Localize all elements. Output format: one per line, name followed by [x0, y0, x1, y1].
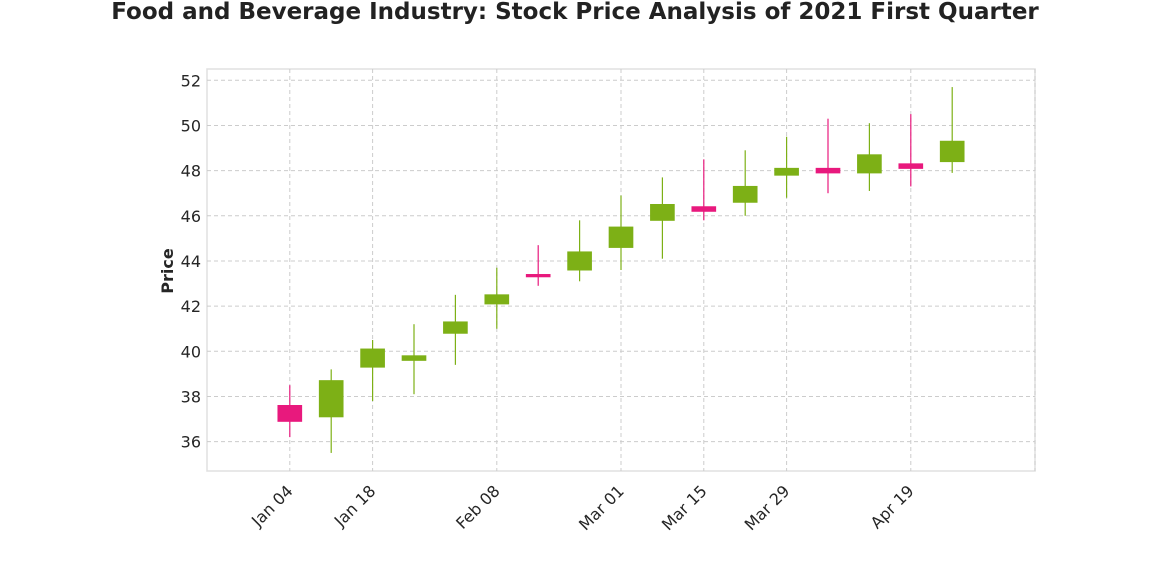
candle-body-up — [774, 167, 799, 176]
candle-body-down — [815, 167, 841, 174]
y-tick-labels: 36 38 40 42 44 46 48 50 52 — [181, 71, 201, 451]
y-tick-label: 38 — [181, 387, 201, 406]
candle-body-up — [608, 226, 634, 248]
candle-body-up — [857, 154, 882, 174]
candle-body-up — [567, 251, 592, 271]
x-tick-label: Feb 08 — [452, 481, 503, 532]
y-tick-label: 50 — [181, 116, 201, 135]
x-tick-label: Apr 19 — [867, 481, 918, 532]
x-tick-label: Mar 01 — [575, 481, 628, 534]
chart-title: Food and Beverage Industry: Stock Price … — [111, 0, 1039, 25]
candle-body-down — [898, 163, 924, 169]
x-tick-label: Jan 04 — [247, 481, 297, 531]
candle-body-up — [318, 380, 344, 418]
x-tick-label: Mar 29 — [741, 481, 794, 534]
y-tick-label: 52 — [181, 71, 201, 90]
y-tick-label: 40 — [181, 342, 201, 361]
candle-body-up — [650, 204, 675, 221]
candle-body-up — [732, 185, 758, 203]
candle-body-up — [484, 294, 510, 305]
candles — [277, 87, 965, 453]
candle-body-up — [443, 321, 468, 334]
x-tick-labels: Jan 04 Jan 18 Feb 08 Mar 01 Mar 15 Mar 29 Apr … — [247, 481, 918, 534]
y-axis-label: Price — [158, 248, 177, 294]
candle-body-down — [525, 274, 551, 278]
candle-body-up — [401, 355, 427, 361]
candle-body-up — [939, 140, 965, 163]
y-tick-label: 44 — [181, 252, 201, 271]
y-tick-label: 42 — [181, 297, 201, 316]
candle-body-down — [691, 206, 717, 212]
candle-body-down — [277, 405, 303, 422]
y-tick-label: 36 — [181, 433, 201, 452]
y-tick-label: 48 — [181, 162, 201, 181]
y-tick-label: 46 — [181, 207, 201, 226]
candle-body-up — [360, 348, 385, 368]
x-tick-label: Mar 15 — [658, 481, 711, 534]
x-tick-label: Jan 18 — [330, 481, 380, 531]
